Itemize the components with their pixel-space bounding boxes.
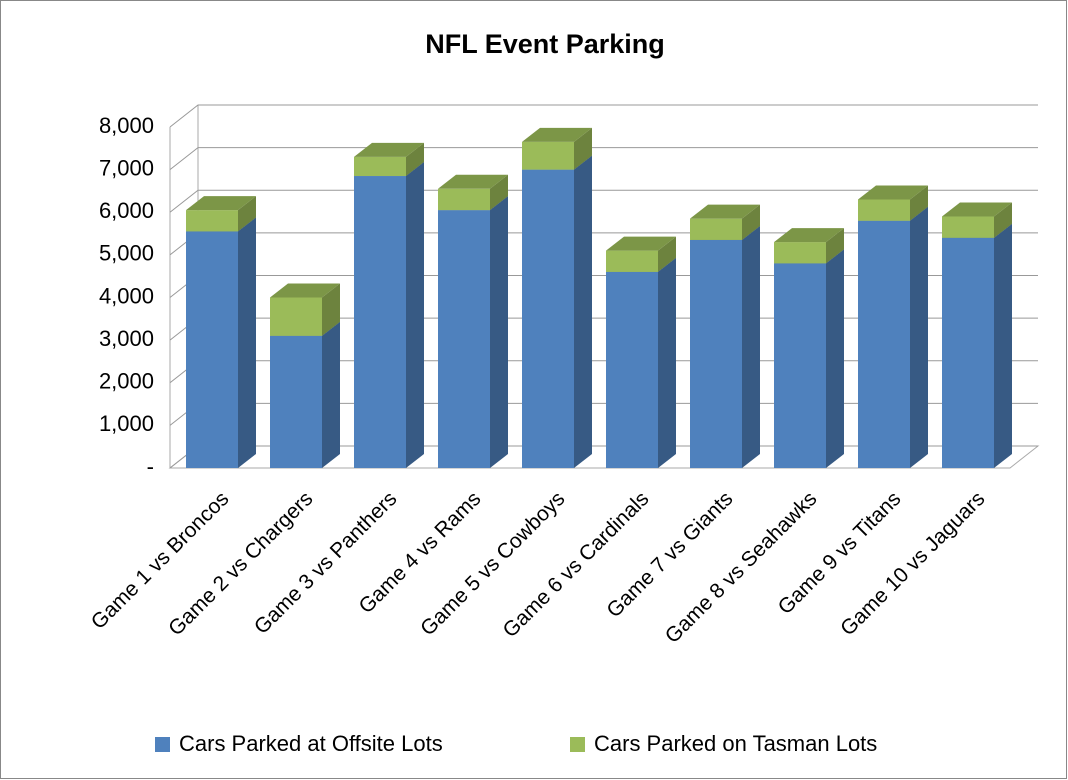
bar-side xyxy=(826,249,844,468)
bar-segment xyxy=(438,210,490,468)
bar-side xyxy=(406,142,424,177)
y-tick-label: 2,000 xyxy=(99,369,154,394)
bar-side xyxy=(742,225,760,468)
legend-label: Cars Parked at Offsite Lots xyxy=(179,731,443,756)
legend-label: Cars Parked on Tasman Lots xyxy=(594,731,877,756)
bar-segment xyxy=(774,263,826,468)
y-tick-label: 4,000 xyxy=(99,283,154,308)
bar-segment xyxy=(186,231,238,468)
bar-side xyxy=(322,321,340,468)
bar-segment xyxy=(774,242,826,264)
bar-side xyxy=(238,217,256,468)
legend-swatch xyxy=(155,737,170,752)
bar-top xyxy=(522,127,592,142)
y-tick-label: - xyxy=(147,454,154,479)
bar-side xyxy=(742,204,760,240)
bar-segment xyxy=(186,210,238,232)
grid-line xyxy=(169,104,1038,128)
bar-side xyxy=(322,283,340,336)
bar-segment xyxy=(942,237,994,468)
y-tick-label: 3,000 xyxy=(99,326,154,351)
bar-segment xyxy=(354,176,406,469)
bar-top xyxy=(858,185,928,200)
y-tick-label: 7,000 xyxy=(99,155,154,180)
bar-top xyxy=(774,228,844,243)
y-tick-label: 8,000 xyxy=(99,113,154,138)
bar-segment xyxy=(606,250,658,272)
bar-side xyxy=(658,257,676,468)
y-tick-label: 6,000 xyxy=(99,198,154,223)
bar-side xyxy=(994,223,1012,468)
bar-side xyxy=(994,202,1012,238)
bar-top xyxy=(690,204,760,219)
bar-top xyxy=(942,202,1012,217)
bar-segment xyxy=(942,216,994,238)
bar-top xyxy=(438,174,508,189)
bar-top xyxy=(354,142,424,157)
bar-side xyxy=(910,206,928,468)
bar-segment xyxy=(858,199,910,221)
bar-top xyxy=(186,196,256,211)
bar-segment xyxy=(522,169,574,468)
bar-segment xyxy=(522,141,574,170)
bar-side xyxy=(574,127,592,170)
bar-segment xyxy=(690,239,742,468)
bar-side xyxy=(490,196,508,468)
bar-segment xyxy=(270,335,322,468)
legend-swatch xyxy=(570,737,585,752)
bar-top xyxy=(270,283,340,298)
bar-segment xyxy=(606,271,658,468)
bar-segment xyxy=(858,220,910,468)
bar-side xyxy=(826,228,844,264)
bar-side xyxy=(658,236,676,272)
bar-segment xyxy=(354,156,406,177)
bar-side xyxy=(490,174,508,211)
grid-line xyxy=(169,189,1038,213)
bar-side xyxy=(910,185,928,221)
y-tick-label: 1,000 xyxy=(99,411,154,436)
chart-title: NFL Event Parking xyxy=(425,29,665,59)
bar-segment xyxy=(438,188,490,211)
bar-side xyxy=(238,196,256,232)
y-tick-label: 5,000 xyxy=(99,241,154,266)
bar-top xyxy=(606,236,676,251)
bar-side xyxy=(406,162,424,469)
bar-segment xyxy=(270,297,322,336)
bar-segment xyxy=(690,218,742,240)
bar-side xyxy=(574,155,592,468)
grid-line xyxy=(169,147,1038,171)
